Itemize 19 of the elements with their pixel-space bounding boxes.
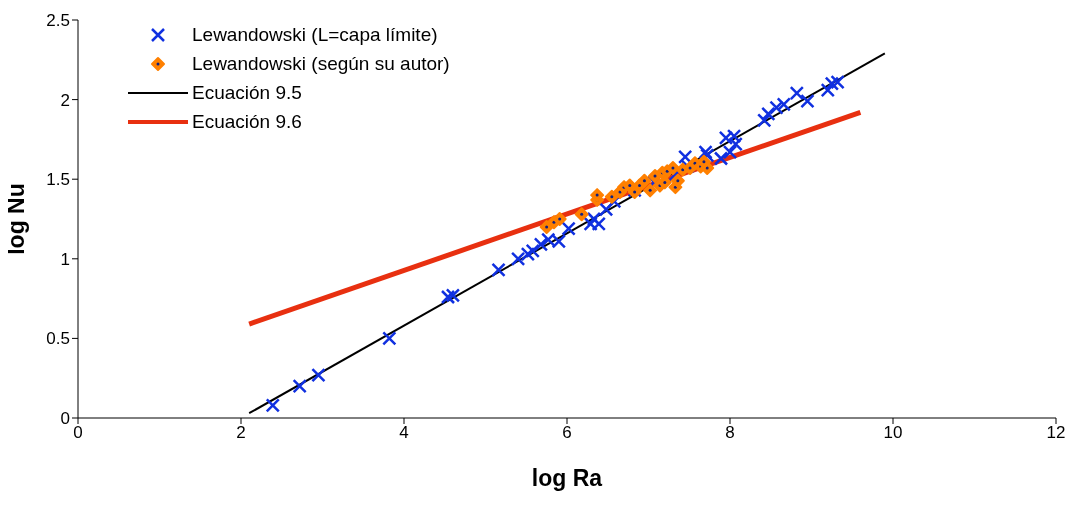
legend-label: Lewandowski (según su autor) bbox=[192, 52, 450, 75]
legend-label: Ecuación 9.6 bbox=[192, 110, 302, 133]
x-tick-label: 4 bbox=[399, 423, 409, 443]
x-tick-label: 10 bbox=[883, 423, 903, 443]
y-tick-label: 2 bbox=[60, 90, 70, 110]
y-tick-label: 0.5 bbox=[46, 329, 70, 349]
x-tick-label: 2 bbox=[236, 423, 246, 443]
x-tick-label: 6 bbox=[562, 423, 572, 443]
x-tick-label: 12 bbox=[1046, 423, 1066, 443]
legend-label: Ecuación 9.5 bbox=[192, 81, 302, 104]
x-tick-label: 0 bbox=[73, 423, 83, 443]
x-axis-title: log Ra bbox=[531, 465, 603, 491]
y-tick-label: 1.5 bbox=[46, 170, 70, 190]
y-axis-title: log Nu bbox=[3, 183, 30, 255]
y-tick-label: 2.5 bbox=[46, 11, 70, 31]
y-tick-label: 1 bbox=[60, 249, 70, 269]
x-tick-label: 8 bbox=[725, 423, 735, 443]
legend-label: Lewandowski (L=capa límite) bbox=[192, 23, 438, 46]
y-tick-label: 0 bbox=[60, 409, 70, 429]
